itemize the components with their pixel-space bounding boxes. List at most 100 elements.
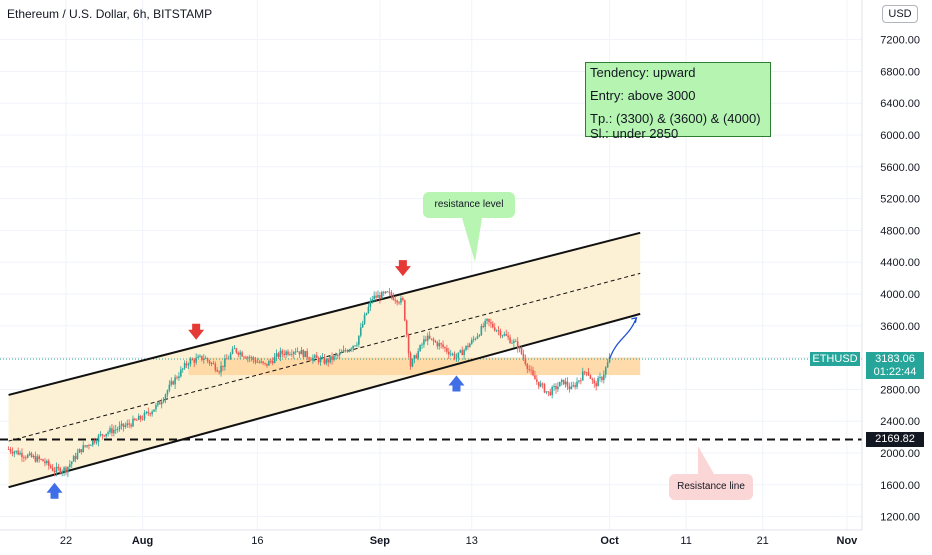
candle-body [111, 428, 113, 434]
candle-body [120, 423, 123, 426]
note-targets: Tp.: (3300) & (3600) & (4000) [590, 111, 761, 126]
candle [606, 358, 609, 368]
candle-body [254, 359, 257, 363]
y-tick-label: 2800.00 [880, 384, 920, 396]
candle [549, 388, 552, 397]
candle [296, 347, 299, 353]
candle-body [65, 467, 67, 473]
candle-body [327, 359, 330, 363]
candle [183, 360, 186, 371]
candle [256, 357, 259, 363]
candle [601, 375, 603, 383]
candle-body [388, 291, 391, 293]
candle-body [513, 341, 515, 343]
candle [224, 354, 226, 371]
candle-body [63, 467, 65, 472]
candle [511, 339, 513, 344]
x-tick-label: Aug [132, 535, 153, 547]
candle [574, 382, 576, 390]
candle [581, 367, 584, 381]
candle-body [375, 295, 377, 298]
candle [78, 448, 81, 454]
candle-body [407, 334, 410, 354]
candle-body [480, 325, 483, 336]
candle-body [204, 358, 207, 360]
resistance-line-callout[interactable]: Resistance line [669, 474, 753, 500]
candle-body [97, 435, 100, 442]
y-tick-label: 6800.00 [880, 66, 920, 78]
y-tick-label: 6000.00 [880, 130, 920, 142]
candle [484, 318, 486, 332]
candle [254, 356, 257, 365]
candle-body [371, 299, 374, 301]
candle-body [348, 349, 351, 352]
candle-body [597, 378, 599, 387]
candle [239, 349, 241, 360]
candle-body [583, 371, 586, 373]
candle [593, 377, 596, 388]
resistance-level-callout[interactable]: resistance level [423, 192, 515, 218]
candle-body [158, 402, 161, 405]
candle [419, 344, 421, 352]
candle-body [559, 381, 561, 387]
candle-body [516, 341, 519, 349]
candle-body [225, 358, 228, 360]
candle-body [90, 444, 92, 446]
candle [539, 380, 542, 388]
candle-body [469, 343, 471, 348]
candle [289, 351, 291, 356]
candle [514, 338, 517, 342]
candle-body [576, 381, 578, 387]
candle [90, 444, 92, 446]
candle-body [570, 386, 573, 390]
candle-body [195, 357, 197, 363]
candle [143, 409, 146, 422]
candle-body [113, 429, 115, 434]
candle-body [109, 428, 111, 433]
strategy-note[interactable]: Tendency: upward Entry: above 3000 Tp.: … [585, 62, 771, 141]
candle [371, 295, 374, 304]
candle-body [562, 379, 565, 385]
candle [105, 433, 107, 439]
candle-body [220, 365, 222, 373]
candle [329, 356, 331, 364]
candle [369, 297, 372, 312]
candle [32, 454, 35, 459]
candle-body [566, 381, 569, 387]
candle-body [377, 295, 379, 298]
candle-body [315, 355, 318, 358]
currency-button[interactable]: USD [882, 5, 918, 23]
candle [113, 425, 115, 437]
candle-body [396, 300, 398, 303]
candle [82, 441, 85, 453]
candle-body [384, 291, 387, 293]
candle-body [352, 345, 354, 349]
candle [488, 318, 490, 327]
candle-body [141, 419, 144, 420]
candle-body [361, 323, 364, 328]
candle [409, 351, 412, 370]
candle-body [532, 370, 534, 376]
candle [423, 335, 425, 348]
y-tick-label: 6400.00 [880, 98, 920, 110]
candle-body [191, 359, 194, 361]
candle-body [490, 322, 492, 324]
candle [327, 357, 330, 367]
candle-body [507, 335, 509, 338]
candle-body [101, 434, 104, 436]
candle [139, 415, 142, 423]
candle [551, 385, 553, 399]
candle [155, 402, 157, 413]
candle-body [409, 353, 412, 367]
y-tick-label: 2000.00 [880, 448, 920, 460]
candle [132, 415, 134, 428]
candle [344, 347, 347, 353]
candle [580, 377, 582, 385]
candle-body [233, 348, 236, 350]
candle-body [166, 390, 169, 395]
candle [501, 334, 504, 339]
candle [381, 290, 383, 300]
candle [470, 337, 473, 345]
candle-body [178, 376, 180, 379]
